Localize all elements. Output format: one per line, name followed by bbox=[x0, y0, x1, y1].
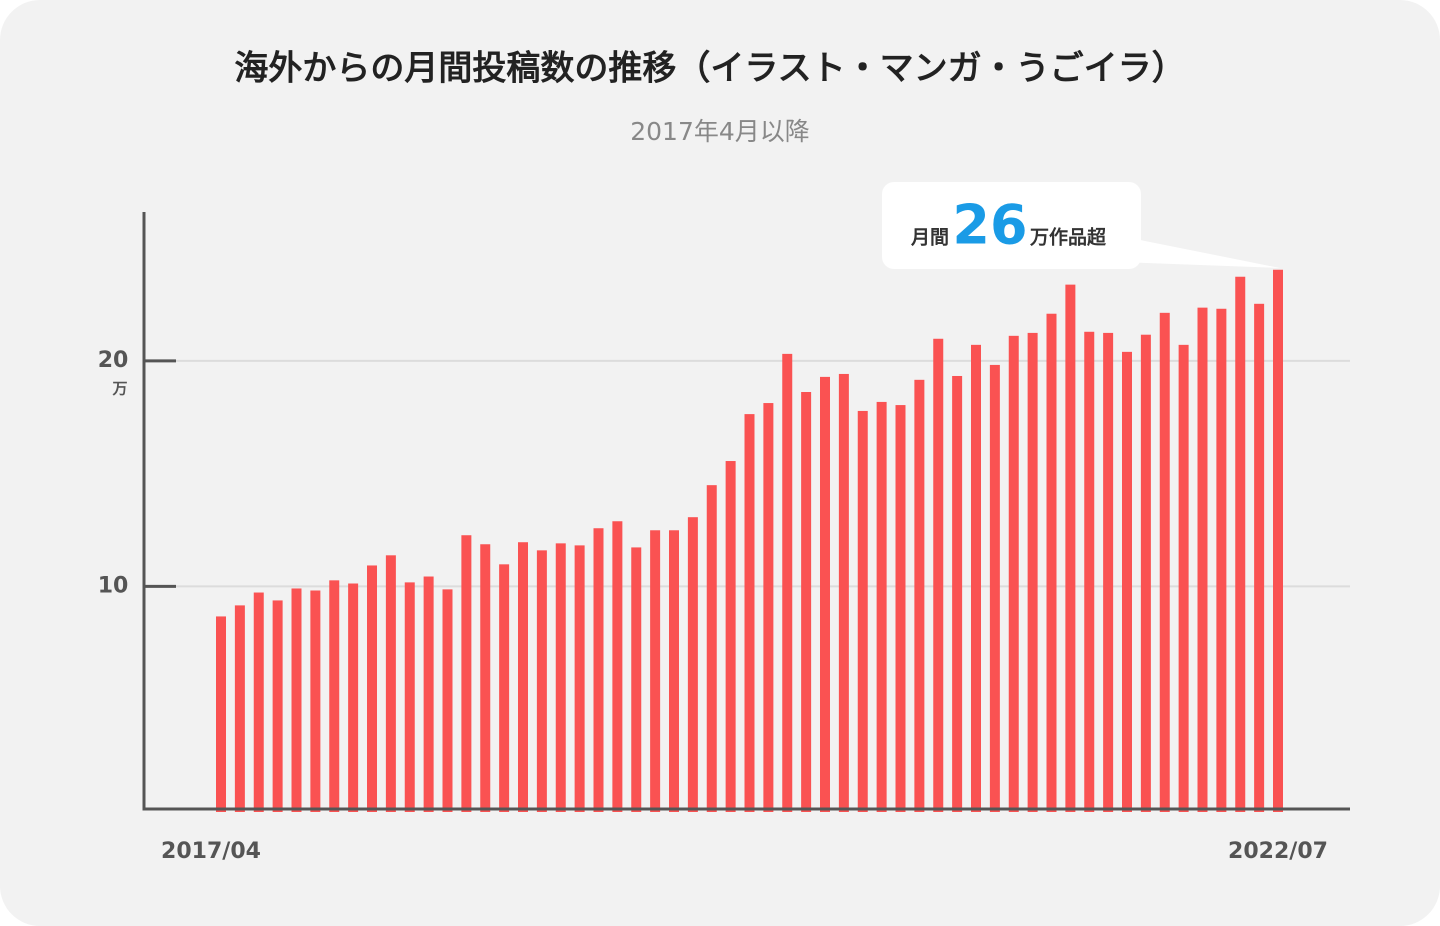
bar bbox=[971, 344, 981, 812]
bar bbox=[499, 564, 510, 812]
bar bbox=[650, 530, 661, 812]
bar bbox=[404, 582, 415, 812]
bar bbox=[876, 401, 887, 812]
bar bbox=[933, 338, 944, 812]
callout-value: 26 bbox=[952, 194, 1027, 257]
bar bbox=[1046, 313, 1057, 812]
bar bbox=[1254, 303, 1265, 812]
bar bbox=[1103, 332, 1114, 812]
bar bbox=[1178, 344, 1189, 812]
bar bbox=[536, 550, 547, 812]
x-tick-label: 2017/04 bbox=[161, 839, 261, 864]
bar bbox=[857, 410, 868, 812]
callout-box bbox=[882, 182, 1141, 269]
bar bbox=[385, 555, 396, 812]
y-unit: 万 bbox=[111, 379, 127, 397]
bar bbox=[234, 605, 245, 812]
bar bbox=[1216, 308, 1227, 812]
bar bbox=[253, 592, 264, 812]
chart-subtitle: 2017年4月以降 bbox=[630, 117, 810, 146]
bar bbox=[782, 353, 793, 812]
bar bbox=[612, 521, 623, 812]
bar bbox=[763, 403, 774, 812]
bar bbox=[1235, 276, 1246, 813]
bar bbox=[423, 576, 434, 812]
bar bbox=[461, 535, 472, 812]
callout-suffix: 万作品超 bbox=[1029, 226, 1107, 249]
bar bbox=[820, 376, 830, 812]
callout-pointer bbox=[1120, 236, 1280, 268]
bar bbox=[801, 392, 812, 812]
bar bbox=[1197, 307, 1208, 812]
bar bbox=[348, 583, 359, 812]
chart-title: 海外からの月間投稿数の推移（イラスト・マンガ・うごイラ） bbox=[234, 49, 1185, 89]
bar bbox=[1122, 351, 1132, 812]
bar bbox=[895, 405, 906, 812]
bar bbox=[310, 590, 321, 812]
bar bbox=[216, 616, 226, 812]
bar bbox=[669, 530, 679, 812]
bar bbox=[744, 414, 755, 812]
y-tick-label: 20 bbox=[98, 348, 129, 373]
bar bbox=[367, 565, 377, 812]
bar bbox=[1084, 331, 1095, 812]
bar bbox=[593, 528, 604, 812]
bar bbox=[480, 544, 491, 812]
bar bbox=[1027, 332, 1038, 812]
bar bbox=[1273, 269, 1283, 812]
bar bbox=[574, 545, 585, 812]
bar bbox=[1140, 334, 1151, 812]
bar bbox=[272, 600, 283, 812]
bar bbox=[1159, 312, 1170, 812]
bar bbox=[725, 461, 736, 812]
bar bbox=[631, 547, 642, 812]
bar bbox=[555, 543, 566, 812]
bar bbox=[989, 364, 1000, 812]
bar bbox=[914, 379, 925, 812]
bar bbox=[329, 580, 340, 812]
bar bbox=[442, 589, 453, 812]
y-tick-label: 10 bbox=[98, 573, 129, 598]
x-tick-label: 2022/07 bbox=[1228, 839, 1328, 864]
bar bbox=[952, 375, 963, 812]
bar bbox=[687, 517, 698, 812]
bar bbox=[706, 485, 717, 812]
bar bbox=[1008, 335, 1019, 812]
bar bbox=[291, 588, 302, 812]
bar bbox=[518, 542, 528, 812]
bar bbox=[838, 373, 849, 812]
callout-prefix: 月間 bbox=[910, 227, 949, 249]
bar bbox=[1065, 284, 1076, 812]
